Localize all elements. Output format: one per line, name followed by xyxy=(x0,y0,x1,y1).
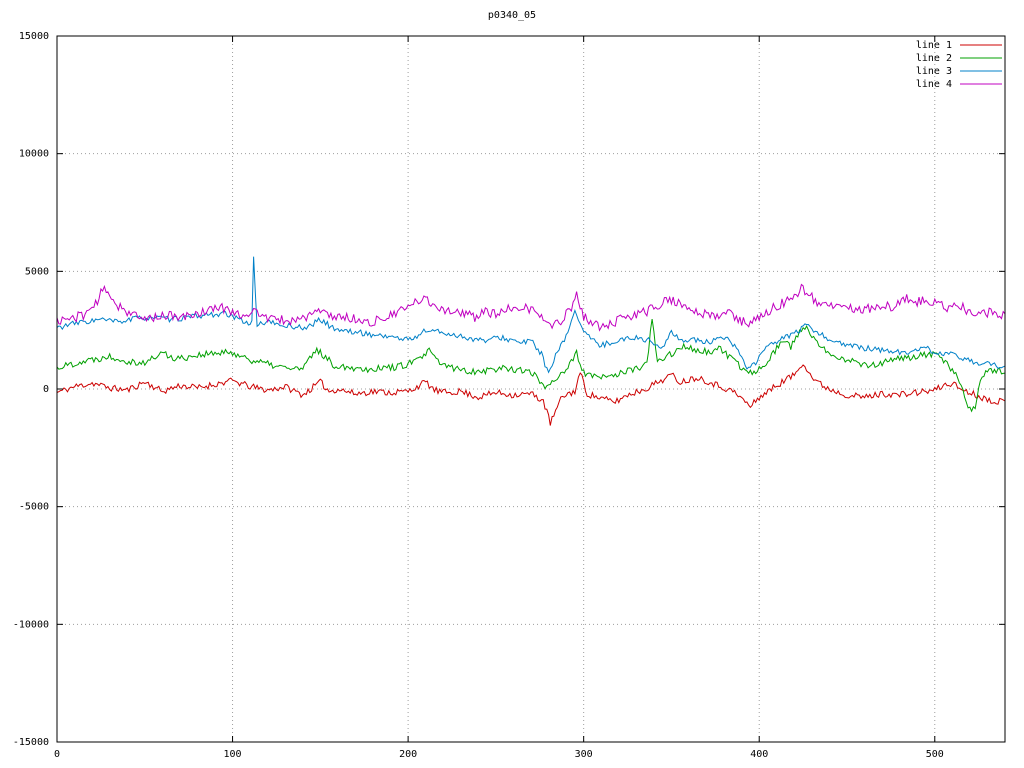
legend-label: line 3 xyxy=(916,66,952,77)
y-tick-label: 10000 xyxy=(19,149,49,160)
series-line-1 xyxy=(56,364,1006,426)
legend-label: line 1 xyxy=(916,40,952,51)
x-tick-label: 400 xyxy=(750,749,768,760)
plot-border xyxy=(56,35,1006,743)
series-line-2 xyxy=(56,319,1006,413)
legend-label: line 2 xyxy=(916,53,952,64)
y-tick-label: -10000 xyxy=(13,619,49,630)
series-line-4 xyxy=(56,283,1006,332)
y-tick-label: 0 xyxy=(43,384,49,395)
y-tick-label: 15000 xyxy=(19,31,49,42)
y-tick-label: -15000 xyxy=(13,737,49,748)
x-tick-label: 0 xyxy=(54,749,60,760)
x-tick-label: 300 xyxy=(575,749,593,760)
y-tick-label: 5000 xyxy=(25,266,49,277)
x-tick-label: 100 xyxy=(224,749,242,760)
legend-label: line 4 xyxy=(916,79,952,90)
chart-title: p0340_05 xyxy=(487,10,537,21)
y-tick-label: -5000 xyxy=(19,502,49,513)
series-line-3 xyxy=(56,256,1006,374)
x-tick-label: 200 xyxy=(399,749,417,760)
x-tick-label: 500 xyxy=(926,749,944,760)
